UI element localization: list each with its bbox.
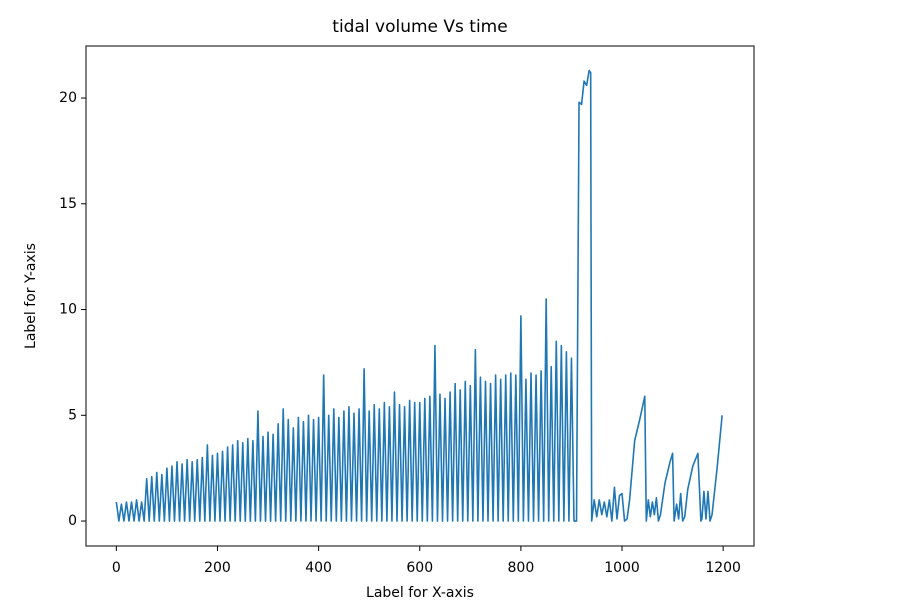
x-tick-label: 200 [204,560,231,576]
x-tick-label: 600 [406,560,433,576]
y-tick-label: 15 [59,196,77,212]
y-tick-label: 20 [59,90,77,106]
chart-title: tidal volume Vs time [332,17,507,37]
y-tick-label: 5 [68,407,77,423]
y-tick-label: 0 [68,513,77,529]
x-tick-label: 400 [305,560,332,576]
plot-frame [85,45,755,547]
y-tick-label: 10 [59,302,77,318]
x-tick-label: 0 [112,560,121,576]
x-axis-label: Label for X-axis [366,585,474,601]
y-axis-label: Label for Y-axis [23,243,39,349]
x-tick-label: 1200 [705,560,741,576]
x-tick-label: 800 [508,560,535,576]
data-line [115,69,723,522]
x-tick-label: 1000 [604,560,640,576]
